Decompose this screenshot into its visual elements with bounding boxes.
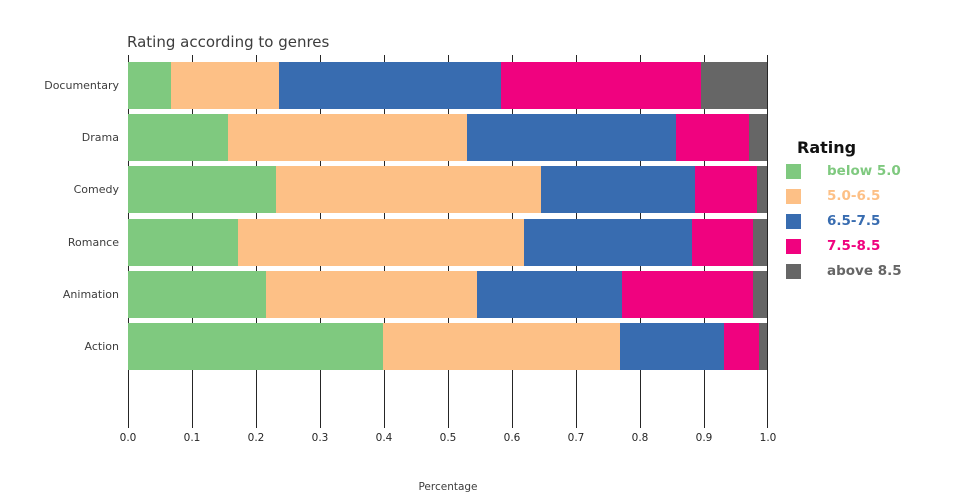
bar-segment-romance-below-5.0 (128, 219, 239, 266)
x-tick-label: 0.3 (311, 432, 329, 444)
x-tick-label: 0.9 (695, 432, 713, 444)
bar-segment-drama-5.0-6.5 (227, 114, 467, 161)
bar-segment-drama-above-8.5 (748, 114, 768, 161)
legend-swatch-icon (786, 264, 801, 279)
y-axis-label-documentary: Documentary (44, 78, 119, 92)
x-tick-label: 0.0 (119, 432, 137, 444)
bar-segment-action-5.0-6.5 (382, 323, 621, 370)
bar-segment-animation-6.5-7.5 (476, 271, 623, 318)
bar-segment-documentary-5.0-6.5 (170, 62, 280, 109)
bar-segment-action-6.5-7.5 (620, 323, 725, 370)
bar-segment-animation-above-8.5 (753, 271, 768, 318)
bar-segment-comedy-below-5.0 (128, 166, 277, 213)
legend-item-6.5-7.5: 6.5-7.5 (786, 214, 902, 229)
legend-swatch-icon (786, 239, 801, 254)
x-tick-label: 0.7 (567, 432, 585, 444)
bar-segment-romance-above-8.5 (753, 219, 768, 266)
bar-segment-documentary-below-5.0 (128, 62, 171, 109)
bar-segment-comedy-5.0-6.5 (276, 166, 542, 213)
legend-title: Rating (797, 138, 857, 157)
x-tick-label: 0.4 (375, 432, 393, 444)
y-axis-label-comedy: Comedy (73, 182, 119, 196)
x-tick-label: 0.6 (503, 432, 521, 444)
legend-item-7.5-8.5: 7.5-8.5 (786, 239, 902, 254)
bar-segment-drama-below-5.0 (128, 114, 228, 161)
bar-segment-romance-6.5-7.5 (524, 219, 692, 266)
legend-label: below 5.0 (827, 163, 901, 179)
bar-row-documentary (128, 62, 768, 109)
legend-swatch-icon (786, 189, 801, 204)
x-tick-label: 1.0 (759, 432, 777, 444)
bar-segment-romance-7.5-8.5 (691, 219, 754, 266)
legend: Rating below 5.0 5.0-6.5 6.5-7.5 7.5-8.5 abo… (786, 138, 902, 289)
chart-title: Rating according to genres (127, 33, 330, 51)
x-axis-title: Percentage (418, 481, 478, 493)
legend-label: 7.5-8.5 (827, 238, 881, 254)
y-axis-label-romance: Romance (67, 235, 119, 249)
bar-row-comedy (128, 166, 768, 213)
legend-swatch-icon (786, 164, 801, 179)
legend-label: 5.0-6.5 (827, 188, 881, 204)
x-tick-label: 0.2 (247, 432, 265, 444)
bar-row-animation (128, 271, 768, 318)
bar-segment-documentary-6.5-7.5 (279, 62, 502, 109)
bar-segment-drama-6.5-7.5 (466, 114, 677, 161)
legend-label: above 8.5 (827, 263, 902, 279)
bar-row-action (128, 323, 768, 370)
x-tick-label: 0.5 (439, 432, 457, 444)
bar-segment-action-above-8.5 (759, 323, 768, 370)
legend-item-above-8.5: above 8.5 (786, 264, 902, 279)
plot-area (128, 55, 768, 428)
bar-row-drama (128, 114, 768, 161)
bar-segment-documentary-7.5-8.5 (501, 62, 701, 109)
y-axis-label-action: Action (84, 339, 119, 353)
legend-item-5.0-6.5: 5.0-6.5 (786, 189, 902, 204)
bar-segment-comedy-7.5-8.5 (695, 166, 758, 213)
gridline (767, 55, 768, 428)
bar-segment-action-below-5.0 (128, 323, 383, 370)
y-axis-label-animation: Animation (62, 287, 119, 301)
bar-segment-action-7.5-8.5 (724, 323, 760, 370)
bar-segment-romance-5.0-6.5 (238, 219, 525, 266)
bar-segment-comedy-above-8.5 (757, 166, 768, 213)
bar-segment-comedy-6.5-7.5 (541, 166, 696, 213)
y-axis-label-drama: Drama (81, 130, 119, 144)
bar-segment-documentary-above-8.5 (700, 62, 768, 109)
x-tick-label: 0.1 (183, 432, 201, 444)
bar-segment-animation-5.0-6.5 (265, 271, 477, 318)
legend-swatch-icon (786, 214, 801, 229)
legend-label: 6.5-7.5 (827, 213, 881, 229)
legend-item-below-5.0: below 5.0 (786, 164, 902, 179)
bar-segment-animation-below-5.0 (128, 271, 266, 318)
bar-segment-animation-7.5-8.5 (622, 271, 754, 318)
legend-items: below 5.0 5.0-6.5 6.5-7.5 7.5-8.5 above 8.5 (786, 164, 902, 279)
x-tick-label: 0.8 (631, 432, 649, 444)
bar-row-romance (128, 219, 768, 266)
bar-segment-drama-7.5-8.5 (676, 114, 749, 161)
